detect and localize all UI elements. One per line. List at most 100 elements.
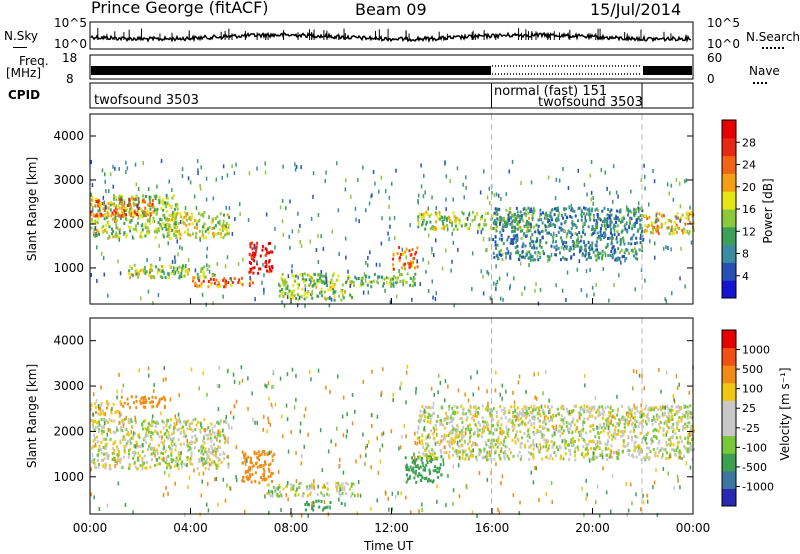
echo-cell <box>340 298 343 302</box>
echo-cell <box>167 228 170 231</box>
echo-cell <box>513 236 516 240</box>
echo-cell <box>204 460 207 464</box>
echo-cell <box>122 207 125 211</box>
echo-cell <box>121 466 124 469</box>
echo-cell <box>620 430 622 434</box>
echo-cell <box>127 402 129 406</box>
echo-cell <box>536 412 539 416</box>
echo-cell <box>478 433 481 437</box>
echo-speckle <box>416 259 418 264</box>
echo-cell <box>165 435 168 439</box>
echo-cell <box>636 257 639 261</box>
echo-cell <box>448 442 451 446</box>
echo-cell <box>203 436 206 440</box>
echo-speckle <box>244 452 246 457</box>
echo-speckle <box>420 163 422 168</box>
echo-cell <box>527 451 530 455</box>
echo-speckle <box>249 275 251 280</box>
echo-cell <box>531 255 534 259</box>
echo-cell <box>604 235 607 239</box>
echo-speckle <box>493 281 495 286</box>
echo-cell <box>593 407 596 411</box>
echo-cell <box>225 279 227 283</box>
echo-cell <box>660 456 663 460</box>
echo-speckle <box>134 162 137 167</box>
echo-cell <box>681 457 683 460</box>
echo-cell <box>481 227 484 231</box>
echo-cell <box>631 408 634 412</box>
echo-cell <box>168 445 171 449</box>
echo-cell <box>681 213 684 217</box>
echo-speckle <box>637 201 640 206</box>
echo-cell <box>156 462 159 466</box>
echo-cell <box>162 447 165 451</box>
echo-cell <box>579 406 582 410</box>
echo-speckle <box>364 274 367 279</box>
echo-cell <box>173 219 176 223</box>
echo-cell <box>128 201 131 205</box>
echo-cell <box>301 494 304 498</box>
echo-cell <box>608 214 611 218</box>
echo-cell <box>222 278 225 282</box>
echo-cell <box>542 445 545 449</box>
echo-cell <box>571 223 574 227</box>
echo-cell <box>502 223 505 227</box>
echo-cell <box>599 237 602 241</box>
echo-cell <box>392 284 395 288</box>
echo-cell <box>429 436 431 440</box>
echo-cell <box>674 228 677 232</box>
echo-cell <box>544 422 547 426</box>
echo-cell <box>360 279 363 283</box>
echo-cell <box>613 233 616 237</box>
echo-cell <box>357 277 360 280</box>
echo-cell <box>543 433 545 437</box>
echo-speckle <box>291 264 293 269</box>
echo-cell <box>196 226 199 230</box>
echo-cell <box>514 414 516 418</box>
echo-cell <box>130 273 133 276</box>
echo-cell <box>572 244 575 248</box>
echo-cell <box>183 222 186 226</box>
echo-cell <box>431 448 434 452</box>
echo-cell <box>552 414 555 418</box>
echo-cell <box>320 278 323 282</box>
echo-cell <box>626 418 629 422</box>
echo-cell <box>526 252 529 256</box>
echo-cell <box>588 256 591 260</box>
echo-cell <box>458 433 461 437</box>
echo-cell <box>166 201 169 205</box>
echo-speckle <box>96 278 98 283</box>
echo-cell <box>318 505 321 509</box>
echo-cell <box>447 454 450 458</box>
echo-speckle <box>437 373 440 378</box>
echo-cell <box>479 452 482 456</box>
echo-cell <box>152 205 155 209</box>
echo-cell <box>439 422 442 426</box>
echo-speckle <box>346 429 348 434</box>
echo-speckle <box>452 488 455 493</box>
echo-cell <box>166 272 169 276</box>
echo-cell <box>634 440 637 444</box>
echo-cell <box>387 276 390 280</box>
echo-cell <box>102 425 105 429</box>
echo-cell <box>605 423 608 427</box>
echo-speckle <box>176 462 178 467</box>
echo-cell <box>123 417 126 421</box>
echo-cell <box>614 416 617 420</box>
echo-cell <box>242 479 245 483</box>
echo-cell <box>321 294 324 298</box>
echo-speckle <box>168 179 170 184</box>
echo-speckle <box>558 178 561 183</box>
echo-cell <box>225 232 228 236</box>
echo-cell <box>271 250 274 254</box>
echo-cell <box>269 462 272 466</box>
echo-cell <box>531 246 534 250</box>
echo-cell <box>637 444 640 448</box>
echo-cell <box>675 405 678 409</box>
echo-speckle <box>589 173 592 178</box>
echo-cell <box>586 452 589 456</box>
echo-cell <box>165 466 168 470</box>
echo-cell <box>610 220 613 224</box>
echo-cell <box>221 229 224 233</box>
echo-cell <box>128 463 131 467</box>
